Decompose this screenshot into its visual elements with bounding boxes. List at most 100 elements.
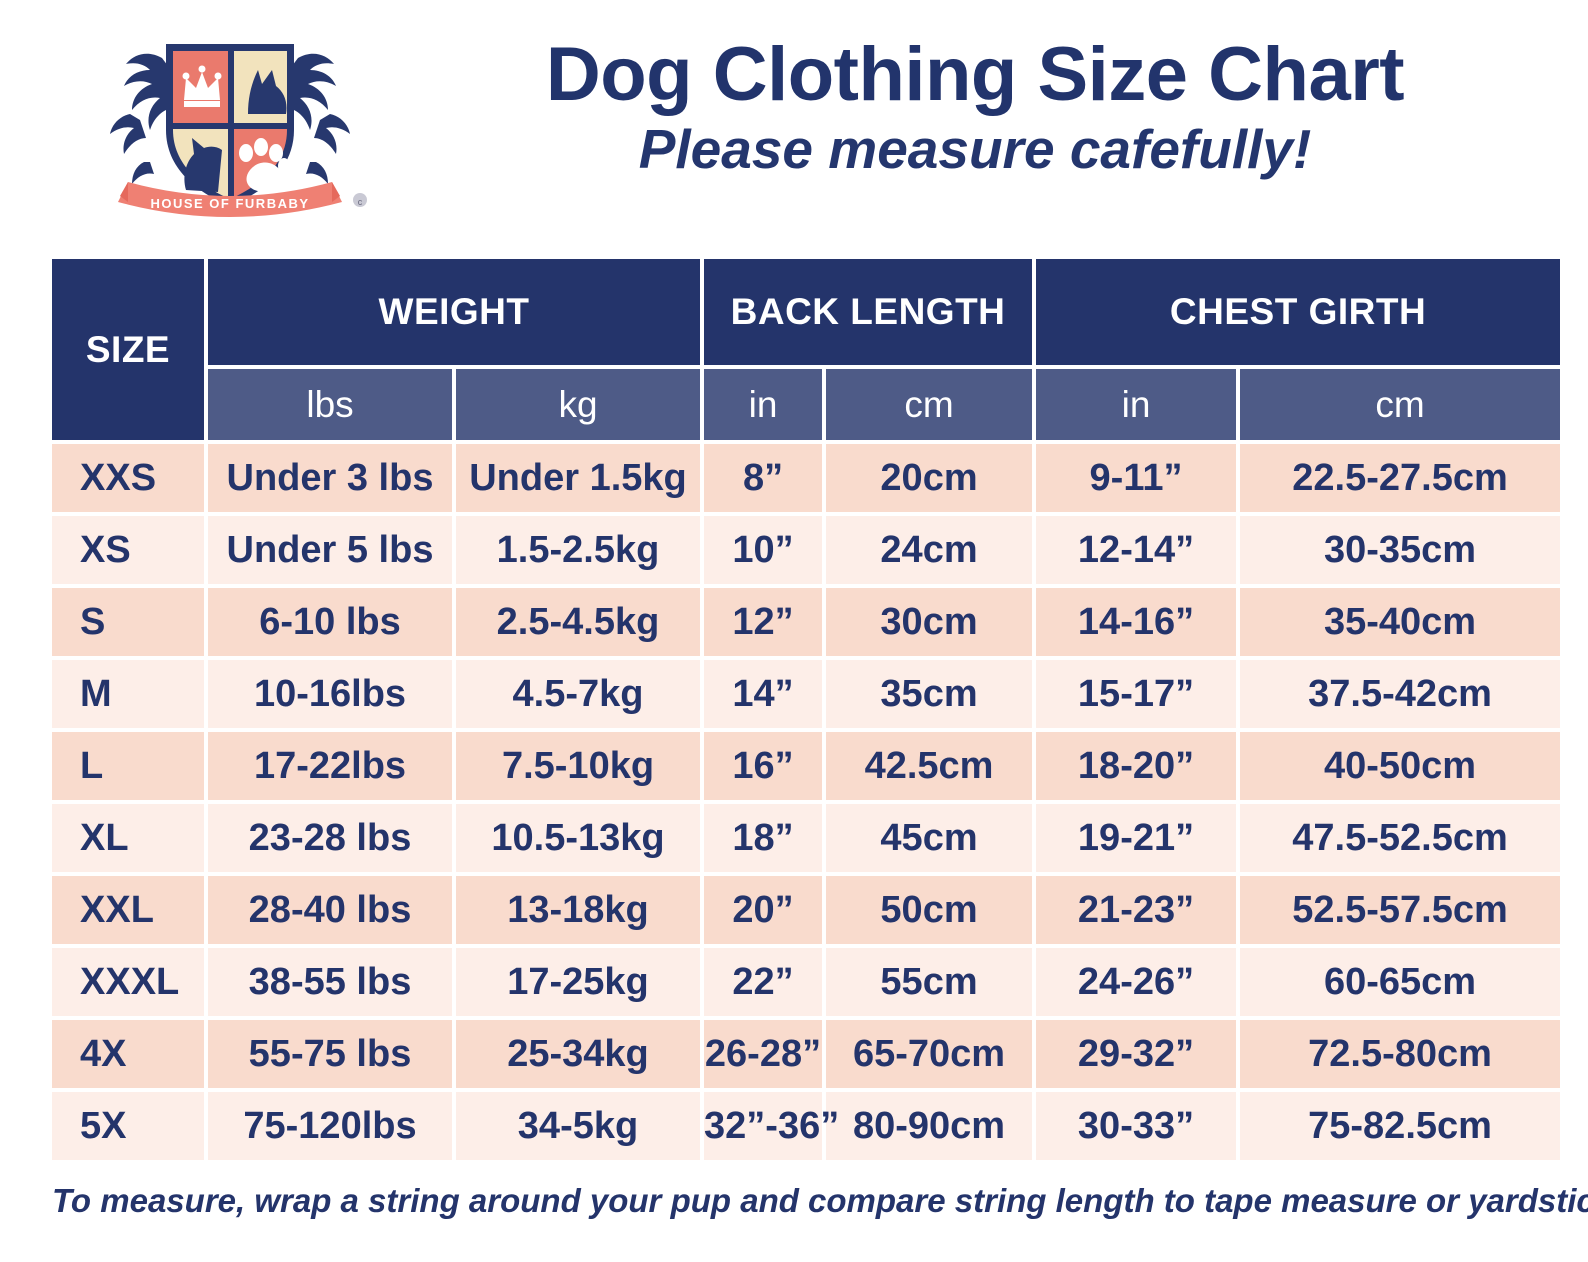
- unit-header-chest-in: in: [1036, 369, 1237, 440]
- table-row: 4X 55-75 lbs 25-34kg 26-28” 65-70cm 29-32” 72.…: [52, 1020, 1561, 1088]
- cell-chest-in: 12-14”: [1036, 516, 1237, 584]
- column-header-back-length: BACK LENGTH: [704, 259, 1033, 365]
- table-row: XXXL 38-55 lbs 17-25kg 22” 55cm 24-26” 60-65cm: [52, 948, 1561, 1016]
- cell-size: XL: [52, 804, 204, 872]
- column-header-chest-girth: CHEST GIRTH: [1036, 259, 1561, 365]
- cell-chest-cm: 60-65cm: [1240, 948, 1561, 1016]
- cell-back-cm: 24cm: [826, 516, 1033, 584]
- table-row: L 17-22lbs 7.5-10kg 16” 42.5cm 18-20” 40-50cm: [52, 732, 1561, 800]
- cell-weight-kg: 4.5-7kg: [456, 660, 701, 728]
- title-block: Dog Clothing Size Chart Please measure c…: [420, 32, 1530, 181]
- cell-weight-kg: 34-5kg: [456, 1092, 701, 1160]
- cell-size: M: [52, 660, 204, 728]
- cell-chest-in: 18-20”: [1036, 732, 1237, 800]
- cell-back-cm: 80-90cm: [826, 1092, 1033, 1160]
- cell-back-in: 8”: [704, 444, 823, 512]
- cell-chest-in: 30-33”: [1036, 1092, 1237, 1160]
- cell-back-in: 12”: [704, 588, 823, 656]
- cell-chest-cm: 72.5-80cm: [1240, 1020, 1561, 1088]
- table-head: SIZE WEIGHT BACK LENGTH CHEST GIRTH lbs …: [52, 259, 1561, 440]
- cell-weight-lbs: 28-40 lbs: [208, 876, 452, 944]
- cell-back-cm: 45cm: [826, 804, 1033, 872]
- dog-head-icon: [248, 70, 287, 114]
- cell-back-in: 18”: [704, 804, 823, 872]
- cell-chest-cm: 52.5-57.5cm: [1240, 876, 1561, 944]
- paw-print-icon: [239, 138, 290, 192]
- table-row: XL 23-28 lbs 10.5-13kg 18” 45cm 19-21” 47.5-52…: [52, 804, 1561, 872]
- cell-weight-lbs: 6-10 lbs: [208, 588, 452, 656]
- cell-size: S: [52, 588, 204, 656]
- cell-weight-lbs: 38-55 lbs: [208, 948, 452, 1016]
- page-title: Dog Clothing Size Chart: [545, 32, 1405, 117]
- cell-weight-lbs: 10-16lbs: [208, 660, 452, 728]
- cell-weight-lbs: 75-120lbs: [208, 1092, 452, 1160]
- cell-back-cm: 20cm: [826, 444, 1033, 512]
- cell-weight-lbs: 17-22lbs: [208, 732, 452, 800]
- crown-icon: [182, 65, 222, 107]
- cell-weight-kg: 25-34kg: [456, 1020, 701, 1088]
- cell-chest-cm: 40-50cm: [1240, 732, 1561, 800]
- unit-header-back-in: in: [704, 369, 823, 440]
- cell-chest-in: 14-16”: [1036, 588, 1237, 656]
- cell-back-in: 16”: [704, 732, 823, 800]
- table-group-header-row: SIZE WEIGHT BACK LENGTH CHEST GIRTH: [52, 259, 1561, 440]
- column-header-size: SIZE: [52, 259, 204, 440]
- cell-weight-kg: 17-25kg: [456, 948, 701, 1016]
- cell-size: XXS: [52, 444, 204, 512]
- table-row: M 10-16lbs 4.5-7kg 14” 35cm 15-17” 37.5-42cm: [52, 660, 1561, 728]
- table-row: XXS Under 3 lbs Under 1.5kg 8” 20cm 9-11” 22.5…: [52, 444, 1561, 512]
- cell-chest-cm: 30-35cm: [1240, 516, 1561, 584]
- cell-size: 5X: [52, 1092, 204, 1160]
- cell-size: 4X: [52, 1020, 204, 1088]
- cell-chest-in: 21-23”: [1036, 876, 1237, 944]
- cell-weight-lbs: Under 3 lbs: [208, 444, 452, 512]
- cell-chest-cm: 37.5-42cm: [1240, 660, 1561, 728]
- copyright-icon: c: [358, 197, 363, 207]
- cell-size: XXXL: [52, 948, 204, 1016]
- table-row: XXL 28-40 lbs 13-18kg 20” 50cm 21-23” 52.5-57.…: [52, 876, 1561, 944]
- cell-back-cm: 55cm: [826, 948, 1033, 1016]
- cell-weight-kg: 13-18kg: [456, 876, 701, 944]
- cell-back-cm: 35cm: [826, 660, 1033, 728]
- table-body: XXS Under 3 lbs Under 1.5kg 8” 20cm 9-11” 22.5…: [52, 444, 1561, 1160]
- cell-back-cm: 65-70cm: [826, 1020, 1033, 1088]
- cell-weight-kg: 10.5-13kg: [456, 804, 701, 872]
- table-row: S 6-10 lbs 2.5-4.5kg 12” 30cm 14-16” 35-40cm: [52, 588, 1561, 656]
- cell-chest-in: 19-21”: [1036, 804, 1237, 872]
- cell-chest-in: 15-17”: [1036, 660, 1237, 728]
- size-chart-table: SIZE WEIGHT BACK LENGTH CHEST GIRTH lbs …: [48, 255, 1564, 1164]
- cell-weight-kg: Under 1.5kg: [456, 444, 701, 512]
- cell-chest-cm: 47.5-52.5cm: [1240, 804, 1561, 872]
- unit-header-weight-kg: kg: [456, 369, 701, 440]
- cell-back-in: 32”-36”: [704, 1092, 839, 1160]
- cell-chest-in: 24-26”: [1036, 948, 1237, 1016]
- cell-weight-lbs: 23-28 lbs: [208, 804, 452, 872]
- cell-size: L: [52, 732, 204, 800]
- cell-chest-in: 9-11”: [1036, 444, 1237, 512]
- house-of-furbaby-crest-icon: HOUSE OF FURBABY c: [110, 44, 367, 217]
- page-header: HOUSE OF FURBABY c Dog Clothing Size Cha…: [0, 0, 1588, 248]
- table-row: 5X 75-120lbs 34-5kg 32”-36” 80-90cm 30-33” 75-…: [52, 1092, 1561, 1160]
- cell-back-in: 22”: [704, 948, 823, 1016]
- measurement-footnote: To measure, wrap a string around your pu…: [52, 1182, 1588, 1219]
- ribbon-banner: [118, 182, 342, 217]
- unit-header-back-cm: cm: [826, 369, 1033, 440]
- page-subtitle: Please measure cafefully!: [638, 118, 1312, 181]
- cell-weight-kg: 2.5-4.5kg: [456, 588, 701, 656]
- cell-back-cm: 50cm: [826, 876, 1033, 944]
- cell-weight-lbs: 55-75 lbs: [208, 1020, 452, 1088]
- ribbon-banner-text: HOUSE OF FURBABY: [150, 196, 309, 211]
- cell-size: XS: [52, 516, 204, 584]
- cat-head-icon: [184, 138, 222, 192]
- cell-back-cm: 30cm: [826, 588, 1033, 656]
- cell-chest-in: 29-32”: [1036, 1020, 1237, 1088]
- unit-header-chest-cm: cm: [1240, 369, 1561, 440]
- cell-weight-lbs: Under 5 lbs: [208, 516, 452, 584]
- cell-back-in: 14”: [704, 660, 823, 728]
- table-unit-header-row: lbs kg in cm in cm: [52, 369, 1561, 440]
- cell-weight-kg: 7.5-10kg: [456, 732, 701, 800]
- cell-back-in: 26-28”: [704, 1020, 823, 1088]
- cell-back-in: 20”: [704, 876, 823, 944]
- cell-back-in: 10”: [704, 516, 823, 584]
- cell-chest-cm: 35-40cm: [1240, 588, 1561, 656]
